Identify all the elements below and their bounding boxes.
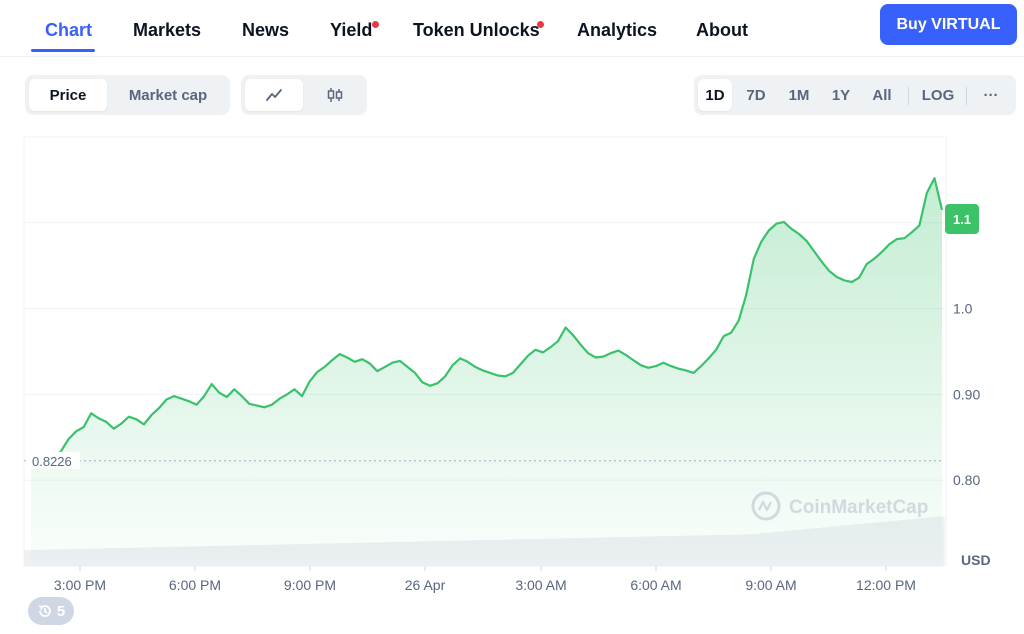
range-toggle: 1D 7D 1M 1Y All LOG ···	[694, 75, 1016, 115]
y-tick-label: 0.90	[953, 386, 980, 402]
x-tick-label: 6:00 PM	[169, 577, 221, 593]
watermark: CoinMarketCap	[751, 491, 928, 521]
more-options-button[interactable]: ···	[983, 86, 999, 104]
x-tick-label: 3:00 AM	[515, 577, 566, 593]
tab-analytics[interactable]: Analytics	[577, 20, 658, 40]
tab-news[interactable]: News	[242, 20, 290, 40]
tab-about[interactable]: About	[696, 20, 748, 40]
range-separator	[908, 87, 909, 105]
volume-bar	[24, 550, 31, 566]
coinmarketcap-logo-icon	[751, 491, 781, 521]
x-tick-label: 9:00 PM	[284, 577, 336, 593]
x-tick-label: 12:00 PM	[856, 577, 916, 593]
tab-yield[interactable]: Yield	[330, 20, 373, 40]
history-count: 5	[56, 602, 66, 620]
watermark-text: CoinMarketCap	[789, 497, 928, 518]
active-tab-indicator	[31, 49, 95, 52]
log-separator	[966, 87, 967, 105]
tab-markets[interactable]: Markets	[133, 20, 202, 40]
line-chart-button[interactable]	[245, 79, 303, 111]
open-price-label: 0.8226	[32, 454, 72, 469]
price-line	[30, 177, 944, 463]
metric-toggle: Price Market cap	[25, 75, 230, 115]
buy-button[interactable]: Buy VIRTUAL	[880, 4, 1017, 45]
token-unlocks-new-dot	[537, 21, 544, 28]
x-tick-label: 9:00 AM	[745, 577, 796, 593]
y-tick-label: 1.0	[953, 301, 973, 317]
history-badge[interactable]: 5	[28, 597, 74, 625]
price-tab[interactable]: Price	[29, 79, 107, 111]
top-nav: Chart Markets News Yield Token Unlocks A…	[0, 0, 1024, 57]
x-tick-label: 6:00 AM	[630, 577, 681, 593]
current-price-tag: 1.1	[945, 204, 979, 234]
line-chart-icon	[266, 89, 282, 101]
current-price-label: 1.1	[953, 212, 971, 227]
y-tick-label: 0.80	[953, 472, 980, 488]
x-tick-label: 3:00 PM	[54, 577, 106, 593]
x-tick-label: 26 Apr	[405, 577, 446, 593]
candlestick-icon	[327, 88, 343, 102]
range-all[interactable]: All	[872, 86, 892, 104]
range-1y[interactable]: 1Y	[831, 86, 851, 104]
y-axis-unit: USD	[961, 552, 991, 568]
log-scale-button[interactable]: LOG	[921, 86, 955, 104]
chart-style-toggle	[241, 75, 367, 115]
range-7d[interactable]: 7D	[746, 86, 766, 104]
tab-token-unlocks[interactable]: Token Unlocks	[413, 20, 540, 40]
history-icon	[38, 605, 51, 617]
tab-chart[interactable]: Chart	[45, 20, 93, 40]
yield-new-dot	[372, 21, 379, 28]
range-1d[interactable]: 1D	[698, 79, 732, 111]
open-price-label-bg	[28, 451, 80, 469]
range-1m[interactable]: 1M	[788, 86, 810, 104]
candlestick-button[interactable]	[307, 79, 363, 111]
market-cap-tab[interactable]: Market cap	[128, 86, 208, 104]
